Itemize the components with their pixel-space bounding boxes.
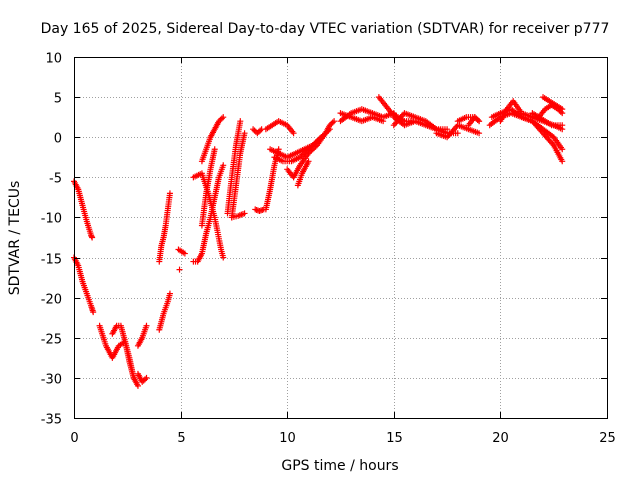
- data-point: [559, 158, 566, 165]
- data-point: [331, 118, 338, 125]
- series-track-34: [465, 114, 483, 129]
- y-tick-label: -25: [41, 333, 62, 348]
- series-track-25: [294, 158, 312, 189]
- data-point: [559, 122, 566, 129]
- series-track-4: [109, 322, 141, 389]
- data-point: [444, 126, 451, 133]
- data-point: [559, 110, 566, 117]
- data-point: [134, 382, 141, 389]
- y-tick-label: -5: [49, 172, 62, 187]
- data-point: [220, 114, 227, 121]
- x-tick-label: 20: [492, 431, 509, 446]
- series-track-17: [228, 210, 248, 221]
- x-tick-label: 15: [386, 431, 403, 446]
- series-track-23: [271, 130, 329, 165]
- data-point: [211, 146, 218, 153]
- series-track-16: [228, 130, 248, 221]
- data-point: [559, 146, 566, 153]
- data-point: [220, 254, 227, 261]
- series-track-32: [433, 122, 483, 141]
- data-points: [71, 94, 566, 389]
- series-track-26: [322, 118, 338, 137]
- y-tick-label: 0: [54, 132, 62, 147]
- y-tick-label: -30: [41, 373, 62, 388]
- series-track-7: [156, 290, 173, 333]
- series-track-18: [252, 206, 267, 215]
- data-point: [241, 130, 248, 137]
- data-point: [90, 309, 97, 316]
- data-point: [305, 158, 312, 165]
- x-tick-label: 5: [177, 431, 185, 446]
- x-tick-label: 25: [599, 431, 616, 446]
- y-tick-label: 10: [45, 52, 62, 67]
- series-track-5: [134, 370, 150, 385]
- y-tick-label: -20: [41, 293, 62, 308]
- series-track-20: [262, 118, 297, 137]
- data-point: [143, 322, 150, 329]
- y-tick-label: -15: [41, 253, 62, 268]
- series-track-6: [134, 322, 150, 349]
- x-tick-label: 0: [70, 431, 78, 446]
- series-track-13: [198, 114, 227, 165]
- data-point: [143, 374, 150, 381]
- x-axis-label: GPS time / hours: [281, 458, 398, 474]
- data-point: [476, 130, 483, 137]
- series-track-14: [198, 146, 218, 229]
- axis-ticks: 0 5 10 15 20 25 10 5 0 -5 -10 -15 -20 -25 -30 -35: [41, 52, 616, 447]
- series-track-28: [337, 110, 387, 125]
- data-point: [166, 190, 173, 197]
- data-point: [290, 130, 297, 137]
- series-track-10: [176, 266, 183, 273]
- series-track-9: [175, 246, 188, 257]
- y-axis-label: SDTVAR / TECUs: [7, 181, 23, 296]
- y-tick-label: -10: [41, 212, 62, 227]
- data-point: [237, 118, 244, 125]
- y-tick-label: -35: [41, 413, 62, 428]
- data-point: [220, 162, 227, 169]
- series-track-19: [250, 126, 265, 137]
- data-point: [476, 118, 483, 125]
- series-track-31: [390, 110, 451, 133]
- y-tick-label: 5: [54, 92, 62, 107]
- series-track-15: [224, 118, 244, 217]
- series-track-40: [535, 102, 566, 121]
- data-point: [181, 250, 188, 257]
- data-point: [454, 130, 461, 137]
- plot-frame: [74, 57, 608, 419]
- series-track-1: [71, 178, 96, 241]
- data-point: [176, 266, 183, 273]
- data-point: [166, 290, 173, 297]
- x-tick-label: 10: [279, 431, 296, 446]
- chart-title: Day 165 of 2025, Sidereal Day-to-day VTE…: [41, 21, 610, 37]
- data-point: [89, 234, 96, 241]
- data-point: [380, 118, 387, 125]
- data-point: [241, 210, 248, 217]
- series-track-8: [156, 190, 173, 265]
